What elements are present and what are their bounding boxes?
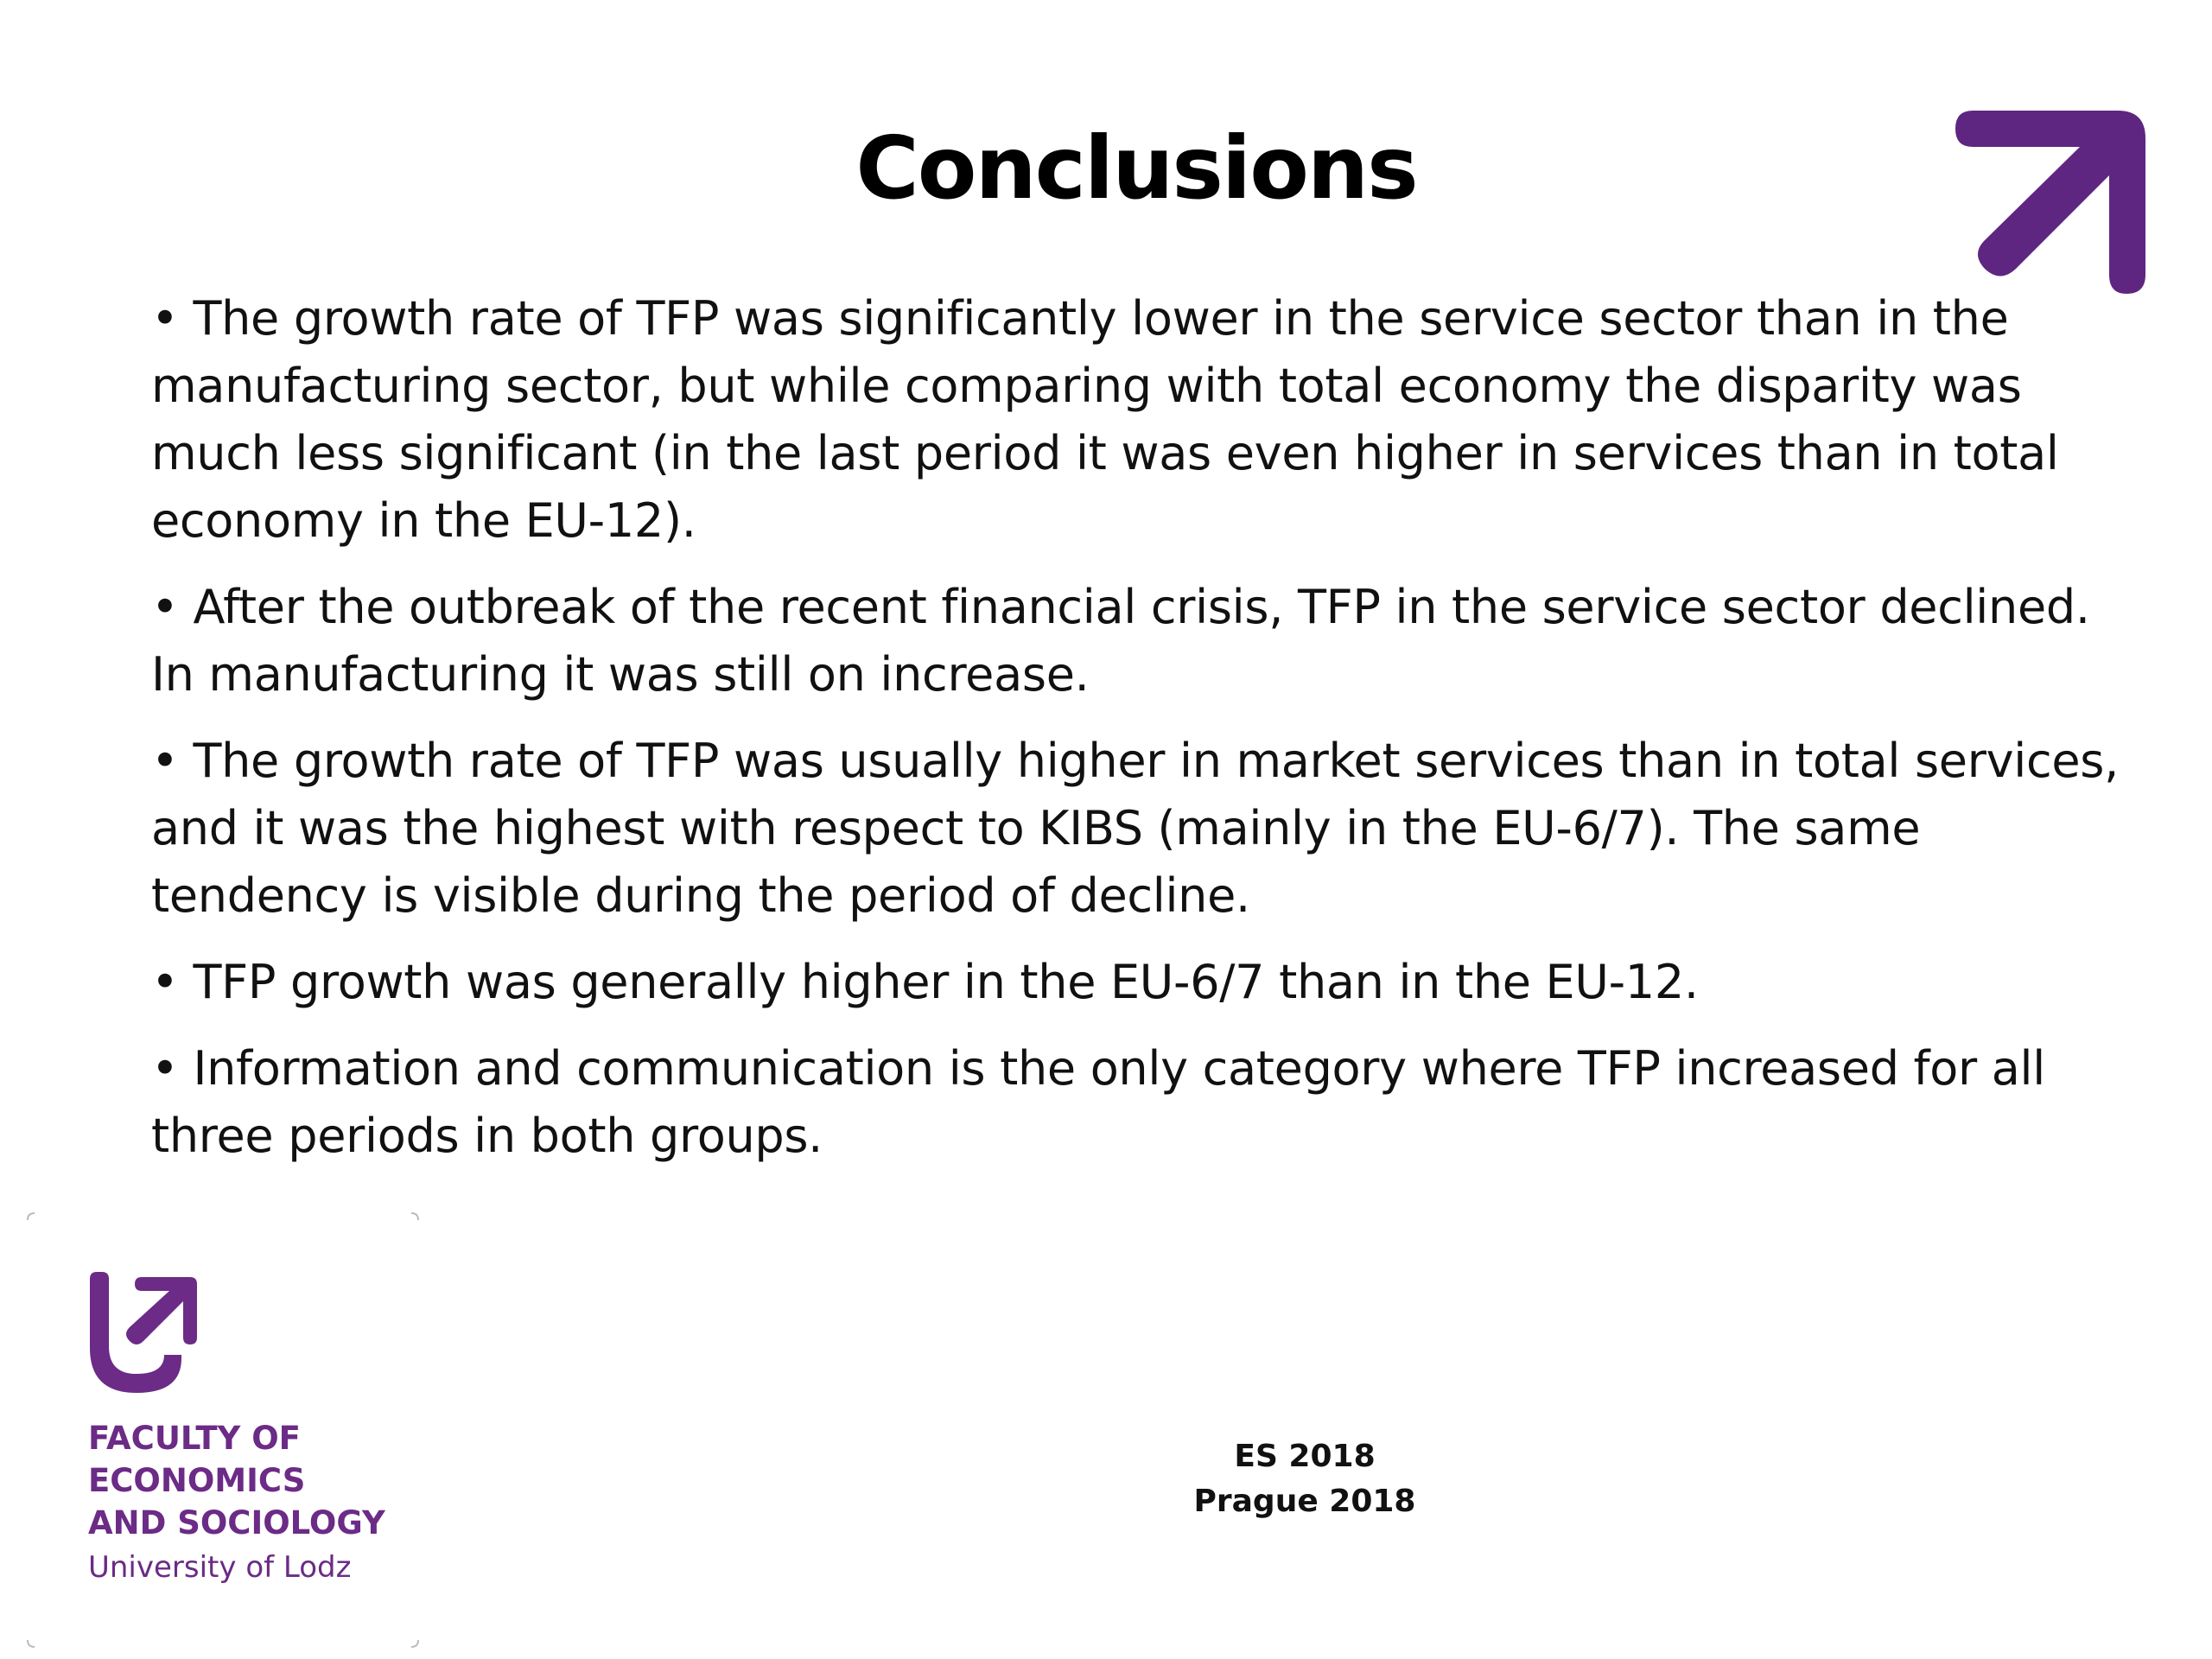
bullet-text: The growth rate of TFP was significantly… [151, 291, 2059, 548]
faculty-name-line: AND SOCIOLOGY [88, 1504, 385, 1541]
slide-title: Conclusions [855, 118, 1418, 219]
bullet-symbol: • [151, 955, 179, 1009]
bullet-item: • The growth rate of TFP was significant… [151, 285, 2139, 555]
arrow-up-right-icon [1955, 111, 2145, 294]
bullet-symbol: • [151, 1041, 179, 1096]
event-location: Prague 2018 [1193, 1484, 1416, 1519]
u-arrow-logo-icon [90, 1272, 197, 1393]
bullet-item: • After the outbreak of the recent finan… [151, 574, 2139, 709]
bullet-text: After the outbreak of the recent financi… [151, 580, 2090, 702]
bullet-text: The growth rate of TFP was usually highe… [151, 734, 2119, 923]
bullet-text: Information and communication is the onl… [151, 1041, 2045, 1163]
bullet-item: • The growth rate of TFP was usually hig… [151, 728, 2139, 930]
logo-frame [27, 1212, 419, 1648]
faculty-name-line: ECONOMICS [88, 1462, 306, 1499]
bullet-text: TFP growth was generally higher in the E… [193, 955, 1699, 1009]
bullet-symbol: • [151, 734, 179, 788]
event-name: ES 2018 [1234, 1439, 1376, 1474]
bullet-symbol: • [151, 291, 179, 346]
conclusions-list: • The growth rate of TFP was significant… [151, 285, 2139, 1189]
bullet-item: • Information and communication is the o… [151, 1035, 2139, 1170]
university-name: University of Lodz [88, 1550, 352, 1585]
event-footer: ES 2018 Prague 2018 [1149, 1434, 1460, 1524]
bullet-symbol: • [151, 580, 179, 634]
bullet-item: • TFP growth was generally higher in the… [151, 949, 2139, 1016]
faculty-name-line: FACULTY OF [88, 1420, 301, 1457]
faculty-name: FACULTY OF ECONOMICS AND SOCIOLOGY [88, 1417, 385, 1544]
